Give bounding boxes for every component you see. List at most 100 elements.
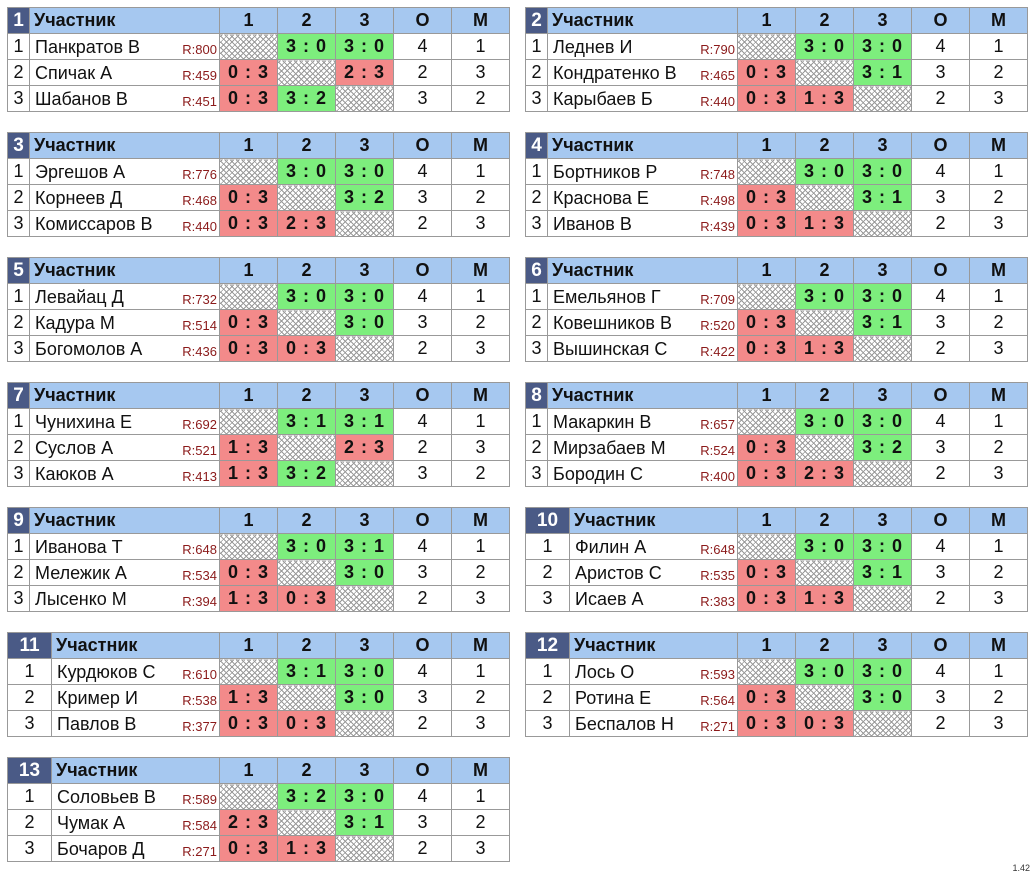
place-header: М <box>969 257 1028 284</box>
self-match-cell <box>219 158 278 185</box>
player-name: Иванова Т <box>35 537 123 557</box>
column-header-1: 1 <box>737 507 796 534</box>
match-score-loss: 2 : 3 <box>335 434 394 461</box>
player-cell: Курдюков С R:610 <box>51 658 220 685</box>
player-name: Беспалов Н <box>575 714 674 734</box>
player-cell: Каюков А R:413 <box>29 460 220 487</box>
player-place: 1 <box>969 283 1028 310</box>
player-rating: R:520 <box>699 318 735 333</box>
self-match-cell <box>853 460 912 487</box>
player-cell: Кондратенко В R:465 <box>547 59 738 86</box>
column-header-1: 1 <box>219 7 278 34</box>
player-place: 3 <box>451 210 510 237</box>
player-rating: R:709 <box>699 292 735 307</box>
points-header: О <box>393 757 452 784</box>
player-rating: R:584 <box>181 818 217 833</box>
self-match-cell <box>277 809 336 836</box>
participant-header: Участник <box>569 507 738 534</box>
group-number: 6 <box>525 257 548 284</box>
player-cell: Панкратов В R:800 <box>29 33 220 60</box>
player-points: 3 <box>393 85 452 112</box>
player-rating: R:657 <box>699 417 735 432</box>
player-points: 3 <box>911 434 970 461</box>
self-match-cell <box>277 559 336 586</box>
player-position: 2 <box>525 559 570 586</box>
player-rating: R:436 <box>181 344 217 359</box>
column-header-1: 1 <box>737 632 796 659</box>
match-score-loss: 1 : 3 <box>219 684 278 711</box>
player-position: 1 <box>525 408 548 435</box>
column-header-3: 3 <box>335 257 394 284</box>
player-position: 2 <box>7 809 52 836</box>
column-header-3: 3 <box>853 132 912 159</box>
points-header: О <box>393 132 452 159</box>
player-name: Мирзабаев М <box>553 438 666 458</box>
match-score-loss: 1 : 3 <box>795 585 854 612</box>
points-header: О <box>911 382 970 409</box>
self-match-cell <box>853 585 912 612</box>
player-rating: R:465 <box>699 68 735 83</box>
player-name: Леднев И <box>553 37 633 57</box>
place-header: М <box>969 507 1028 534</box>
column-header-2: 2 <box>795 632 854 659</box>
player-position: 2 <box>525 309 548 336</box>
player-place: 3 <box>969 460 1028 487</box>
self-match-cell <box>219 533 278 560</box>
player-name: Каюков А <box>35 464 114 484</box>
self-match-cell <box>795 184 854 211</box>
player-place: 3 <box>451 335 510 362</box>
player-position: 3 <box>525 210 548 237</box>
player-place: 3 <box>451 434 510 461</box>
player-place: 2 <box>969 309 1028 336</box>
player-position: 3 <box>7 835 52 862</box>
match-score-win: 3 : 1 <box>335 809 394 836</box>
player-points: 3 <box>911 559 970 586</box>
player-position: 1 <box>7 533 30 560</box>
player-cell: Леднев И R:790 <box>547 33 738 60</box>
column-header-2: 2 <box>277 757 336 784</box>
group-header-row: 6 Участник 1 2 3 О М <box>525 257 1028 284</box>
column-header-3: 3 <box>335 382 394 409</box>
player-place: 1 <box>969 533 1028 560</box>
points-header: О <box>911 132 970 159</box>
participant-header: Участник <box>51 632 220 659</box>
player-position: 2 <box>525 184 548 211</box>
column-header-2: 2 <box>277 507 336 534</box>
player-points: 3 <box>911 684 970 711</box>
group-header-row: 5 Участник 1 2 3 О М <box>7 257 510 284</box>
player-position: 2 <box>525 684 570 711</box>
match-score-loss: 1 : 3 <box>795 85 854 112</box>
player-points: 2 <box>911 460 970 487</box>
match-score-loss: 0 : 3 <box>219 309 278 336</box>
match-score-win: 3 : 0 <box>795 533 854 560</box>
points-header: О <box>911 7 970 34</box>
player-rating: R:521 <box>181 443 217 458</box>
player-name: Суслов А <box>35 438 114 458</box>
match-score-win: 3 : 2 <box>277 85 336 112</box>
column-header-3: 3 <box>335 132 394 159</box>
player-rating: R:413 <box>181 469 217 484</box>
column-header-3: 3 <box>853 632 912 659</box>
match-score-win: 3 : 1 <box>277 658 336 685</box>
self-match-cell <box>853 710 912 737</box>
player-name: Кадура М <box>35 313 115 333</box>
player-rating: R:459 <box>181 68 217 83</box>
match-score-loss: 0 : 3 <box>277 710 336 737</box>
match-score-win: 3 : 0 <box>795 33 854 60</box>
group-header-row: 1 Участник 1 2 3 О М <box>7 7 510 34</box>
match-score-win: 3 : 0 <box>277 158 336 185</box>
